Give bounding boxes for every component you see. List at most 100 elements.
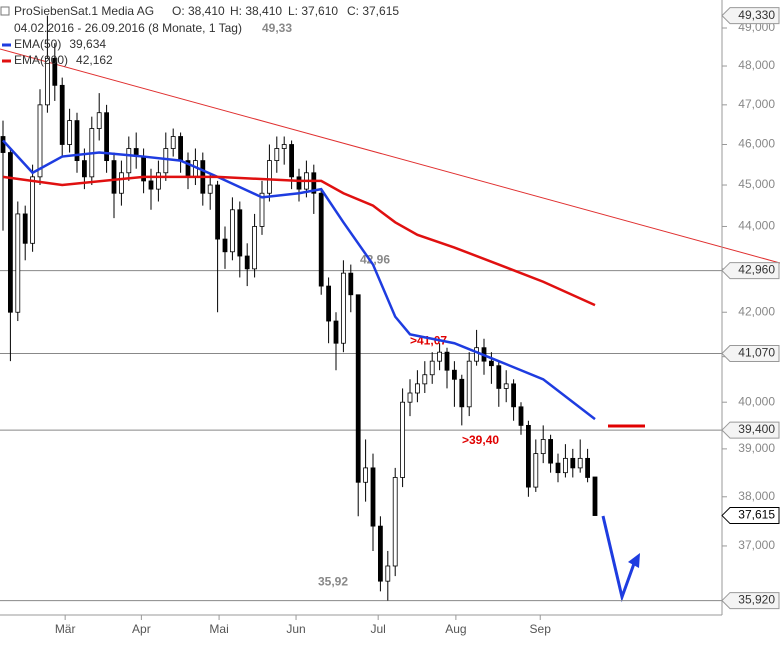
candle-body — [111, 160, 117, 194]
candle-body — [15, 213, 21, 313]
candle-body — [348, 272, 354, 296]
candle-body — [170, 136, 176, 149]
y-tick-label: 48,000 — [738, 58, 775, 72]
candle-body — [215, 184, 221, 240]
level-note: 42,96 — [360, 253, 390, 267]
candle-body — [540, 439, 546, 455]
candle-body — [444, 351, 450, 371]
level-tag — [721, 345, 780, 363]
candle-body — [363, 467, 369, 483]
candle-body — [533, 453, 539, 488]
candle-body — [392, 477, 398, 567]
candle-body — [30, 176, 36, 244]
level-tag — [721, 592, 780, 610]
header-icon — [0, 6, 10, 16]
legend-value: 39,634 — [69, 37, 106, 51]
x-tick-label: Apr — [132, 622, 151, 636]
candle-body — [237, 209, 243, 257]
y-tick-label: 47,000 — [738, 97, 775, 111]
last-price-tag — [721, 507, 780, 525]
candle-body — [266, 160, 272, 194]
candle-body — [488, 360, 494, 367]
candle-body — [318, 192, 324, 287]
level-label: 49,330 — [738, 8, 775, 22]
candle-body — [511, 383, 517, 408]
candle-body — [67, 120, 72, 145]
candle-body — [429, 360, 435, 376]
candle-body — [355, 294, 361, 483]
level-label: 42,960 — [738, 263, 775, 277]
candle-body — [400, 401, 406, 478]
y-tick-label: 46,000 — [738, 137, 775, 151]
y-tick-label: 44,000 — [738, 219, 775, 233]
candle-body — [503, 383, 509, 389]
candle-body — [126, 148, 132, 174]
candle-body — [326, 285, 332, 322]
x-tick-label: Mär — [55, 622, 76, 636]
header: ProSiebenSat.1 Media AG 04.02.2016 - 26.… — [0, 4, 292, 35]
candle-body — [414, 383, 420, 394]
candle-body — [385, 565, 391, 582]
arrow-head — [628, 553, 640, 568]
candle-body — [451, 369, 457, 380]
level-note: >39,40 — [462, 433, 499, 447]
y-tick-label: 38,000 — [738, 489, 775, 503]
level-tag — [721, 421, 780, 439]
ema-line — [2, 175, 596, 307]
candle-body — [548, 439, 553, 464]
quote-value: H: 38,410 — [230, 4, 282, 18]
candle-body — [311, 172, 317, 194]
candle-body — [74, 120, 80, 162]
candle-body — [592, 476, 598, 516]
quote-value: L: 37,610 — [288, 4, 338, 18]
candle-body — [370, 467, 376, 527]
quote-value: C: 37,615 — [347, 4, 399, 18]
ema-line — [2, 139, 596, 421]
y-tick-label: 39,000 — [738, 441, 775, 455]
level-note: 35,92 — [318, 575, 348, 589]
candle-body — [155, 172, 161, 190]
projection-arrow — [601, 515, 638, 603]
candle-body — [459, 378, 465, 408]
header-dates: 04.02.2016 - 26.09.2016 (8 Monate, 1 Tag… — [14, 21, 242, 35]
header-title: ProSiebenSat.1 Media AG — [14, 4, 154, 18]
candle-body — [437, 351, 443, 362]
candle-body — [52, 57, 58, 86]
candle-body — [555, 462, 561, 474]
candle-body — [178, 136, 184, 162]
candle-body — [96, 112, 102, 129]
level-tag — [721, 7, 780, 25]
candle-body — [163, 148, 169, 174]
quote-value: O: 38,410 — [172, 4, 225, 18]
candle-body — [289, 144, 295, 178]
candle-body — [252, 226, 258, 270]
legend-label: EMA(50) — [14, 37, 61, 51]
y-tick-label: 45,000 — [738, 177, 775, 191]
level-label: 35,920 — [738, 593, 775, 607]
y-tick-label: 37,000 — [738, 538, 775, 552]
candle-body — [0, 136, 6, 153]
candle-body — [422, 374, 428, 385]
candle-body — [82, 160, 87, 178]
legend-value: 42,162 — [76, 53, 113, 67]
candle-body — [407, 392, 413, 403]
candle-body — [104, 112, 109, 162]
legend-label: EMA(200) — [14, 53, 68, 67]
trend-line — [0, 48, 780, 264]
candle-body — [296, 176, 302, 190]
x-tick-label: Sep — [530, 622, 552, 636]
level-label: 41,070 — [738, 346, 775, 360]
candle-body — [570, 457, 576, 469]
x-tick-label: Aug — [445, 622, 466, 636]
x-tick-label: Jul — [371, 622, 386, 636]
candle-body — [377, 525, 383, 582]
candle-body — [244, 255, 250, 270]
candle-body — [22, 213, 28, 244]
level-label: 39,400 — [738, 422, 775, 436]
candle-body — [259, 192, 265, 227]
candle-body — [474, 347, 480, 362]
candle-body — [207, 184, 213, 194]
candle-body — [340, 272, 346, 344]
candle-body — [577, 457, 583, 469]
